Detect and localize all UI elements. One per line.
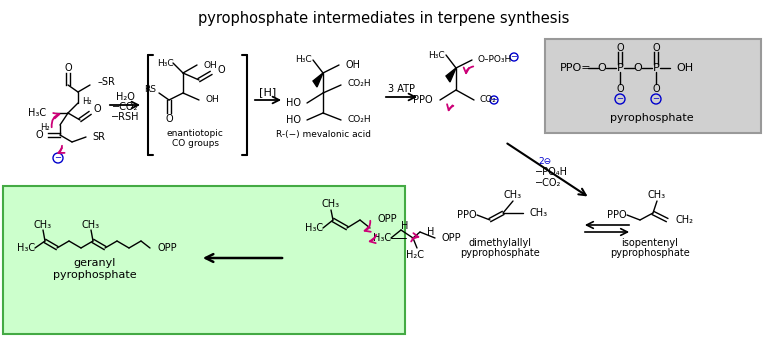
Text: −: − xyxy=(491,96,498,104)
Text: SR: SR xyxy=(92,132,105,142)
Text: CO groups: CO groups xyxy=(171,139,219,147)
Text: −CO₂: −CO₂ xyxy=(112,102,138,112)
Text: O: O xyxy=(93,104,101,114)
FancyBboxPatch shape xyxy=(3,186,405,334)
Text: OH: OH xyxy=(203,61,217,70)
Text: H: H xyxy=(427,227,435,237)
Text: CH₃: CH₃ xyxy=(322,199,340,209)
Text: O: O xyxy=(616,43,624,53)
Text: OPP: OPP xyxy=(442,233,462,243)
Text: CH₃: CH₃ xyxy=(648,190,666,200)
Text: isopentenyl: isopentenyl xyxy=(621,238,678,248)
Text: O: O xyxy=(165,114,173,124)
Text: CH₃: CH₃ xyxy=(530,208,548,218)
Text: H₂C: H₂C xyxy=(406,250,424,260)
Text: enantiotopic: enantiotopic xyxy=(167,128,223,138)
Text: H₃C: H₃C xyxy=(295,55,312,65)
Text: OPP: OPP xyxy=(158,243,177,253)
Text: OPP: OPP xyxy=(377,214,396,224)
Text: H₃C: H₃C xyxy=(17,243,35,253)
Text: −CO₂: −CO₂ xyxy=(535,178,561,188)
Text: H₃C: H₃C xyxy=(157,58,174,68)
Text: [H]: [H] xyxy=(260,87,276,97)
Text: −: − xyxy=(617,95,624,103)
Text: O–PO₃H: O–PO₃H xyxy=(478,55,512,65)
Text: PPO: PPO xyxy=(458,210,477,220)
Text: −: − xyxy=(511,52,518,62)
Text: PPO=: PPO= xyxy=(560,63,591,73)
Text: −RSH: −RSH xyxy=(111,112,139,122)
Text: CO₂H: CO₂H xyxy=(347,116,371,124)
Text: CH₃: CH₃ xyxy=(82,220,100,230)
Text: −: − xyxy=(653,95,660,103)
Text: 3 ATP: 3 ATP xyxy=(388,84,415,94)
Text: O: O xyxy=(65,63,72,73)
Text: H₂: H₂ xyxy=(41,123,50,132)
Text: CO₂: CO₂ xyxy=(480,96,497,104)
Text: CH₂: CH₂ xyxy=(675,215,693,225)
Text: R-(−) mevalonic acid: R-(−) mevalonic acid xyxy=(276,130,370,140)
Polygon shape xyxy=(313,73,323,87)
Text: −PO₄H: −PO₄H xyxy=(535,167,568,177)
Text: pyrophosphate intermediates in terpene synthesis: pyrophosphate intermediates in terpene s… xyxy=(198,11,570,26)
Text: O: O xyxy=(616,84,624,94)
Text: −: − xyxy=(55,153,61,163)
Text: O: O xyxy=(652,43,660,53)
Text: H₃C: H₃C xyxy=(28,108,46,118)
Text: O: O xyxy=(598,63,607,73)
Text: O: O xyxy=(634,63,642,73)
Text: PPO: PPO xyxy=(607,210,627,220)
Polygon shape xyxy=(446,68,456,82)
Text: OH: OH xyxy=(345,60,360,70)
Text: pyrophosphate: pyrophosphate xyxy=(611,113,694,123)
Text: OH: OH xyxy=(205,96,219,104)
Text: RS: RS xyxy=(144,86,156,95)
Text: CO₂H: CO₂H xyxy=(347,79,371,89)
Text: H₃C: H₃C xyxy=(305,223,323,233)
Text: H₃C: H₃C xyxy=(428,50,445,59)
Text: O: O xyxy=(652,84,660,94)
Text: OH: OH xyxy=(676,63,694,73)
Text: H₂O: H₂O xyxy=(115,92,134,102)
Text: geranyl: geranyl xyxy=(74,258,116,268)
Text: –SR: –SR xyxy=(98,77,116,87)
FancyBboxPatch shape xyxy=(545,39,761,133)
Text: PPO: PPO xyxy=(413,95,433,105)
Text: CH₃: CH₃ xyxy=(504,190,522,200)
Text: P: P xyxy=(653,63,660,73)
Text: P: P xyxy=(617,63,624,73)
Text: CH₃: CH₃ xyxy=(34,220,52,230)
Text: 2⊖: 2⊖ xyxy=(538,158,551,167)
Text: H₂: H₂ xyxy=(82,97,91,105)
Text: pyrophosphate: pyrophosphate xyxy=(53,270,137,280)
Text: H: H xyxy=(402,221,409,231)
Text: O: O xyxy=(217,65,224,75)
Text: pyprophosphate: pyprophosphate xyxy=(460,248,540,258)
Text: pyprophosphate: pyprophosphate xyxy=(610,248,690,258)
Text: dimethylallyl: dimethylallyl xyxy=(468,238,531,248)
Text: O: O xyxy=(35,130,43,140)
Text: H₃C: H₃C xyxy=(373,233,391,243)
Text: HO: HO xyxy=(286,115,301,125)
Text: HO: HO xyxy=(286,98,301,108)
